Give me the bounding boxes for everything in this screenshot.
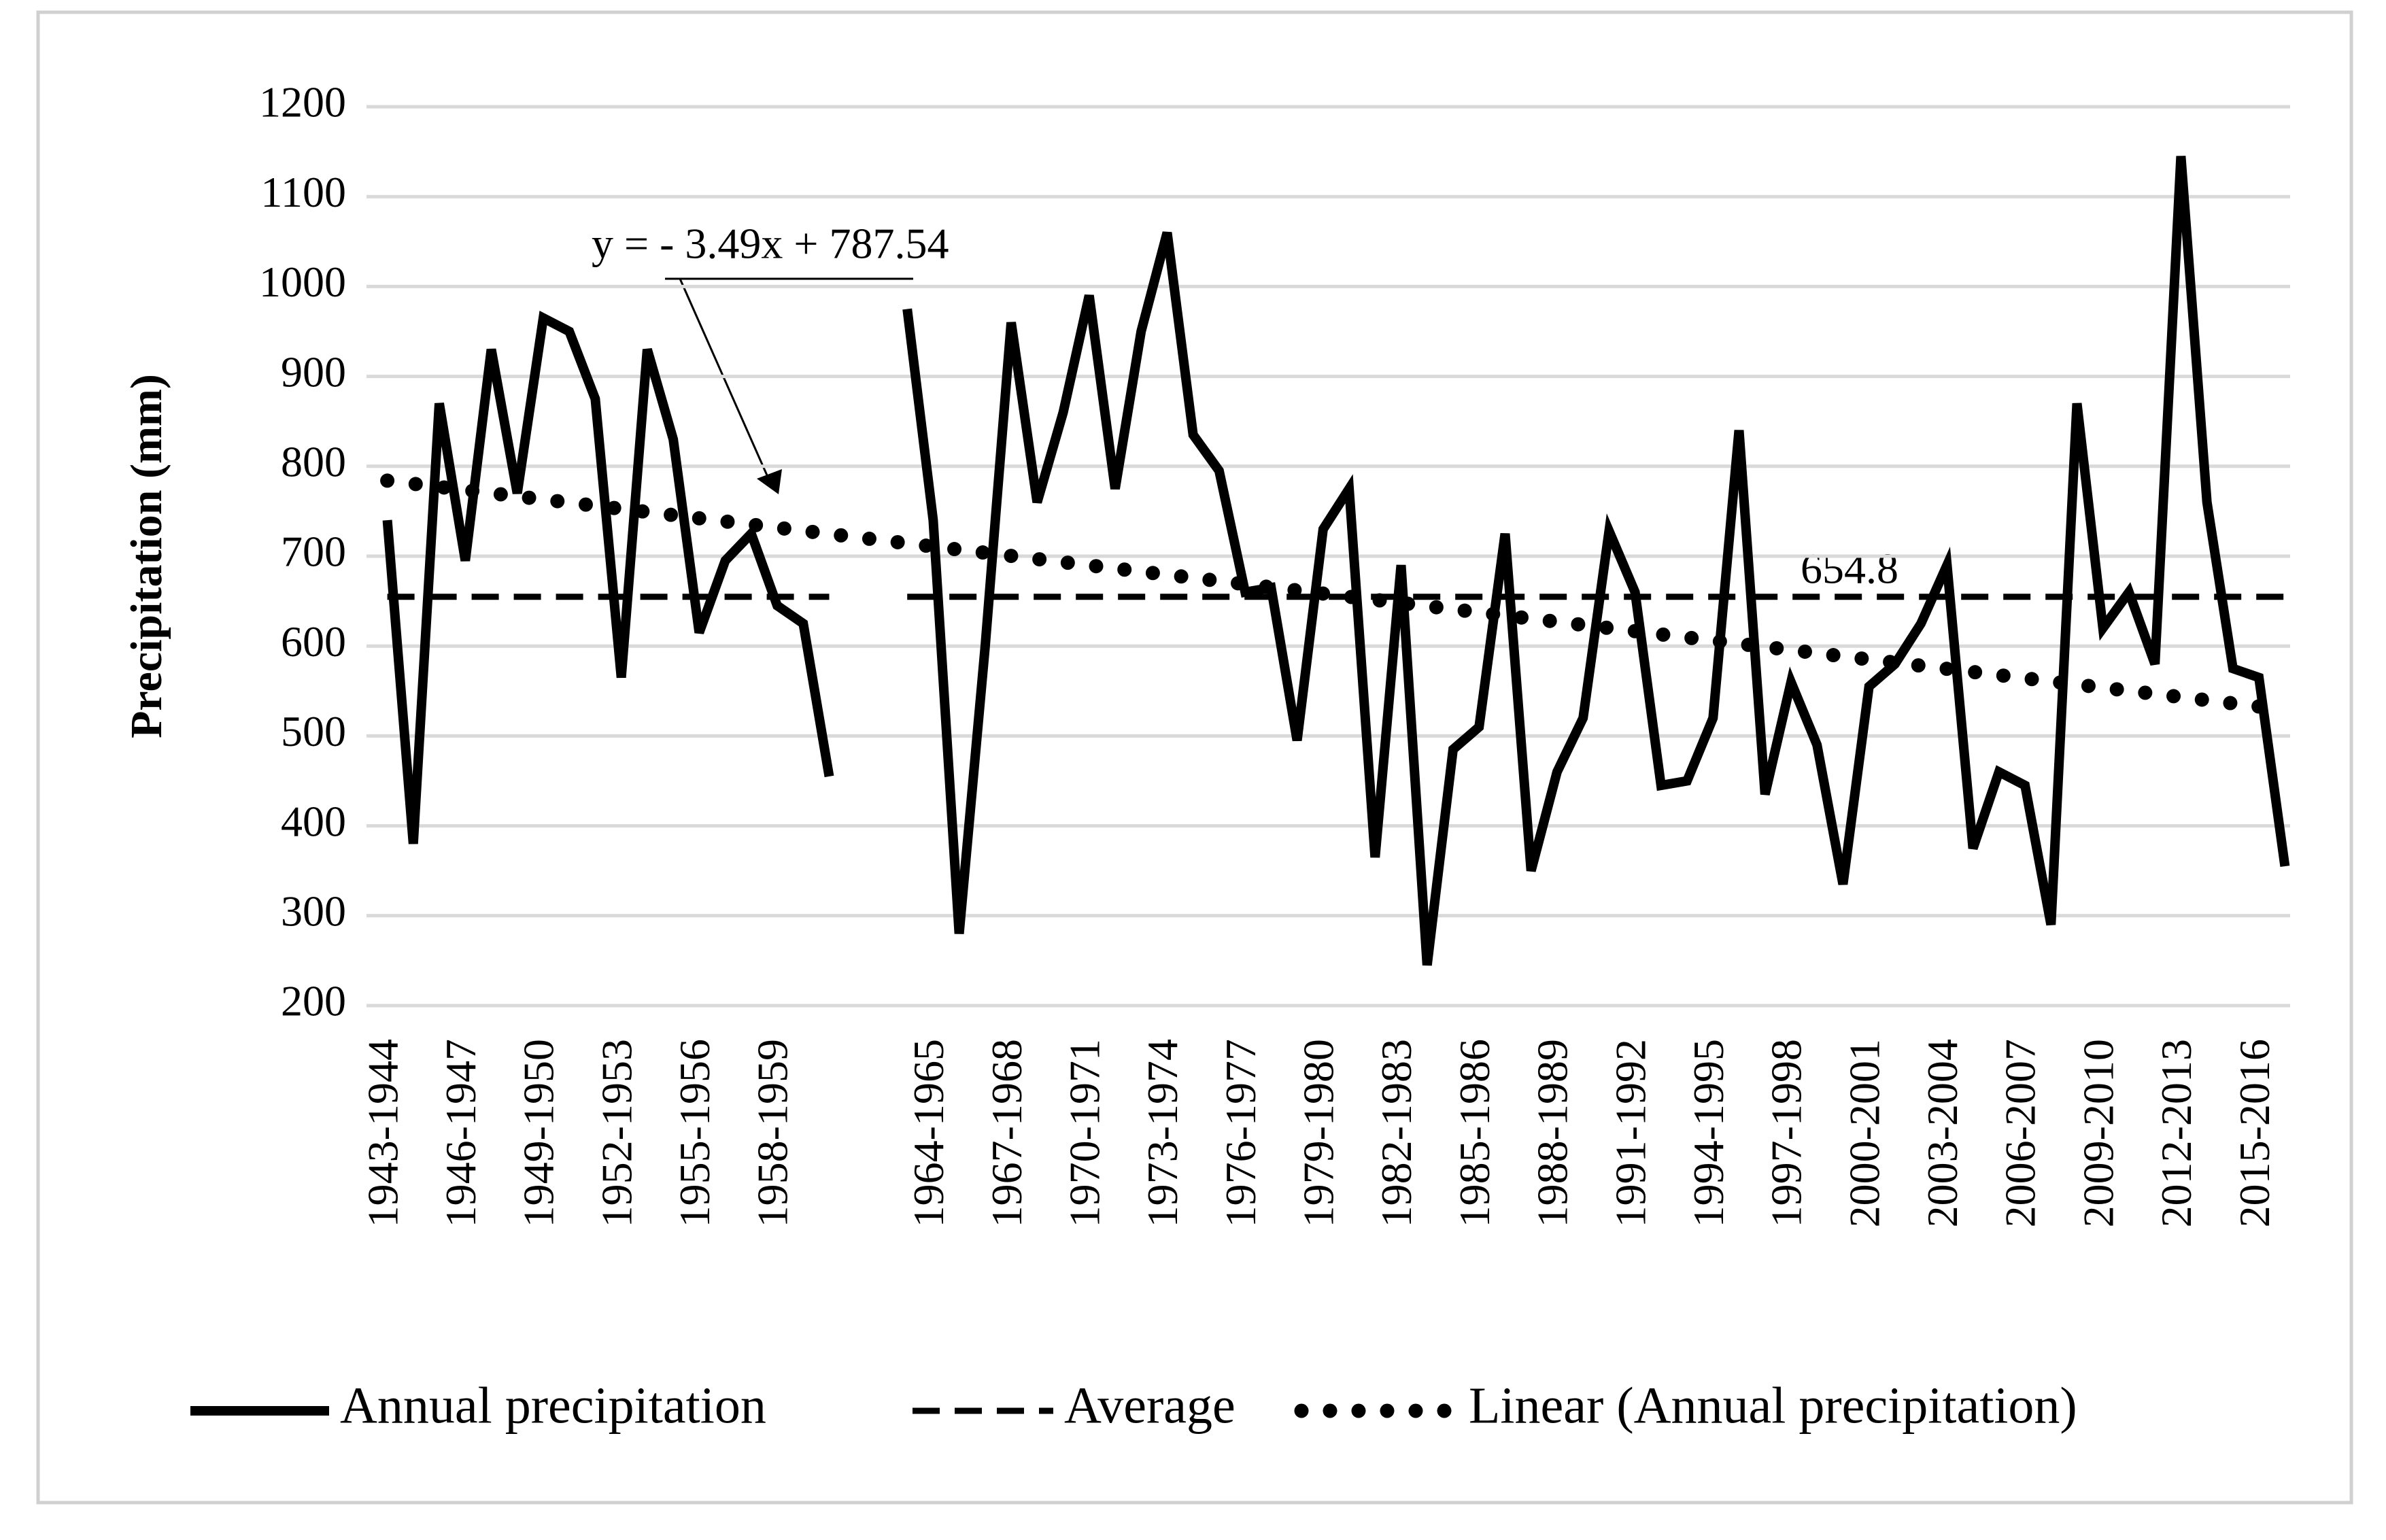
x-tick-label: 2006-2007 [1996,1039,2045,1227]
legend-label: Linear (Annual precipitation) [1469,1377,2077,1434]
y-tick-label: 900 [281,347,346,396]
x-tick-label: 1976-1977 [1216,1039,1265,1227]
x-tick-label: 2015-2016 [2230,1039,2279,1227]
y-tick-label: 1100 [260,168,346,216]
y-tick-label: 600 [281,617,346,666]
y-tick-label: 700 [281,528,346,576]
x-tick-label: 1991-1992 [1606,1039,1654,1227]
x-tick-label: 2009-2010 [2074,1039,2122,1227]
arrow-head [757,469,782,494]
average-label: 654.8 [1801,545,1898,593]
trend-equation: y = - 3.49x + 787.54 [592,220,949,268]
y-tick-label: 200 [281,977,346,1025]
x-tick-label: 1973-1974 [1138,1039,1187,1227]
x-tick-label: 1967-1968 [983,1039,1031,1227]
x-tick-label: 1964-1965 [904,1039,953,1227]
x-tick-label: 2012-2013 [2152,1039,2200,1227]
y-tick-label: 500 [281,707,346,755]
y-tick-label: 1000 [259,258,346,306]
x-tick-label: 2000-2001 [1840,1039,1888,1227]
series-line [382,156,2290,966]
x-tick-label: 1985-1986 [1450,1039,1499,1227]
x-tick-label: 1979-1980 [1295,1039,1343,1227]
x-tick-label: 1949-1950 [515,1039,563,1227]
x-tick-label: 1997-1998 [1762,1039,1811,1227]
y-tick-label: 1200 [259,78,346,126]
x-tick-label: 1988-1989 [1529,1039,1577,1227]
y-tick-label: 400 [281,797,346,845]
y-axis-label: Precipitation (mm) [122,374,171,738]
y-tick-label: 800 [281,437,346,485]
x-tick-label: 1946-1947 [437,1039,485,1227]
y-tick-label: 300 [281,887,346,935]
chart-frame [36,10,2353,1505]
x-tick-label: 1952-1953 [592,1039,641,1227]
callout-arrow [679,278,771,482]
legend-label: Annual precipitation [340,1377,766,1434]
x-tick-label: 1955-1956 [670,1039,719,1227]
x-tick-label: 1970-1971 [1060,1039,1108,1227]
x-tick-label: 1994-1995 [1684,1039,1733,1227]
x-tick-label: 2003-2004 [1918,1039,1966,1227]
x-tick-label: 1943-1944 [358,1039,407,1227]
legend-label: Average [1064,1377,1235,1434]
series-line [380,473,2292,717]
x-tick-label: 1982-1983 [1372,1039,1420,1227]
x-tick-label: 1958-1959 [749,1039,797,1227]
